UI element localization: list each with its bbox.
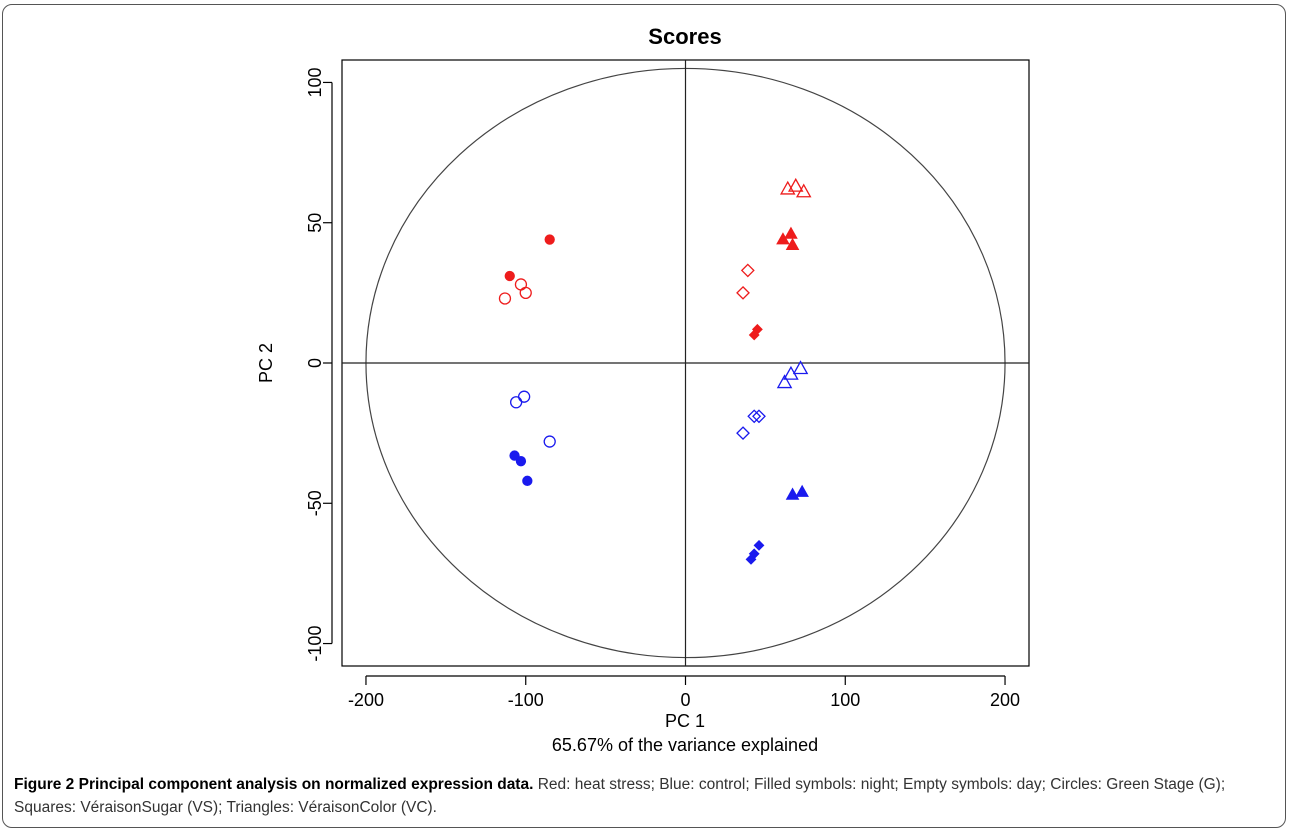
caption-text: Red: heat stress; Blue: control; Filled …: [14, 776, 1226, 816]
data-point-triangle: [779, 180, 796, 195]
data-point-circle: [519, 286, 532, 300]
data-point-circle: [514, 278, 528, 291]
caption-label: Figure 2: [14, 776, 75, 793]
data-point-triangle: [783, 365, 799, 380]
data-point-circle: [515, 456, 527, 467]
pca-scores-chart: Scores -200 -100 0 100 200 -100 -50 0 50 100 PC …: [256, 24, 1030, 755]
data-point-triangle: [776, 374, 793, 389]
data-point-diamond: [736, 285, 750, 300]
x-axis-sublabel: 65.67% of the variance explained: [552, 735, 818, 755]
data-point-circle: [543, 435, 556, 448]
data-point-triangle: [785, 237, 800, 251]
x-tick-label: -100: [508, 690, 544, 710]
y-tick-label: 50: [305, 213, 325, 233]
data-point-triangle: [795, 183, 812, 198]
x-tick-label: 0: [680, 690, 690, 710]
x-tick-label: -200: [348, 690, 384, 710]
data-point-triangle: [792, 360, 809, 375]
x-tick-label: 200: [990, 690, 1020, 710]
y-tick-label: 100: [305, 67, 325, 97]
chart-title: Scores: [648, 24, 721, 49]
data-point-diamond: [736, 426, 750, 441]
data-point-circle: [517, 390, 531, 403]
data-point-circle: [498, 292, 512, 305]
figure-caption: Figure 2 Principal component analysis on…: [14, 773, 1274, 819]
data-point-diamond: [745, 553, 757, 565]
figure-frame: [2, 4, 1286, 828]
data-point-diamond: [753, 539, 765, 551]
data-point-triangle: [785, 487, 800, 500]
y-axis-label: PC 2: [256, 343, 276, 383]
data-point-circle: [504, 270, 515, 282]
x-tick-label: 100: [830, 690, 860, 710]
data-point-circle: [522, 475, 533, 486]
x-axis-label: PC 1: [665, 711, 705, 731]
data-point-circle: [509, 396, 523, 409]
data-point-triangle: [784, 226, 798, 239]
y-tick-label: -100: [305, 626, 325, 662]
data-point-circle: [509, 450, 520, 461]
data-point-circle: [544, 234, 555, 245]
data-point-diamond: [740, 263, 755, 278]
data-point-diamond: [747, 409, 762, 424]
data-point-triangle: [787, 177, 804, 192]
data-point-triangle: [795, 484, 809, 497]
data-point-diamond: [752, 409, 766, 424]
y-tick-label: -50: [305, 490, 325, 516]
y-tick-label: 0: [305, 358, 325, 368]
data-point-diamond: [748, 329, 760, 341]
caption-title: Principal component analysis on normaliz…: [78, 776, 534, 793]
